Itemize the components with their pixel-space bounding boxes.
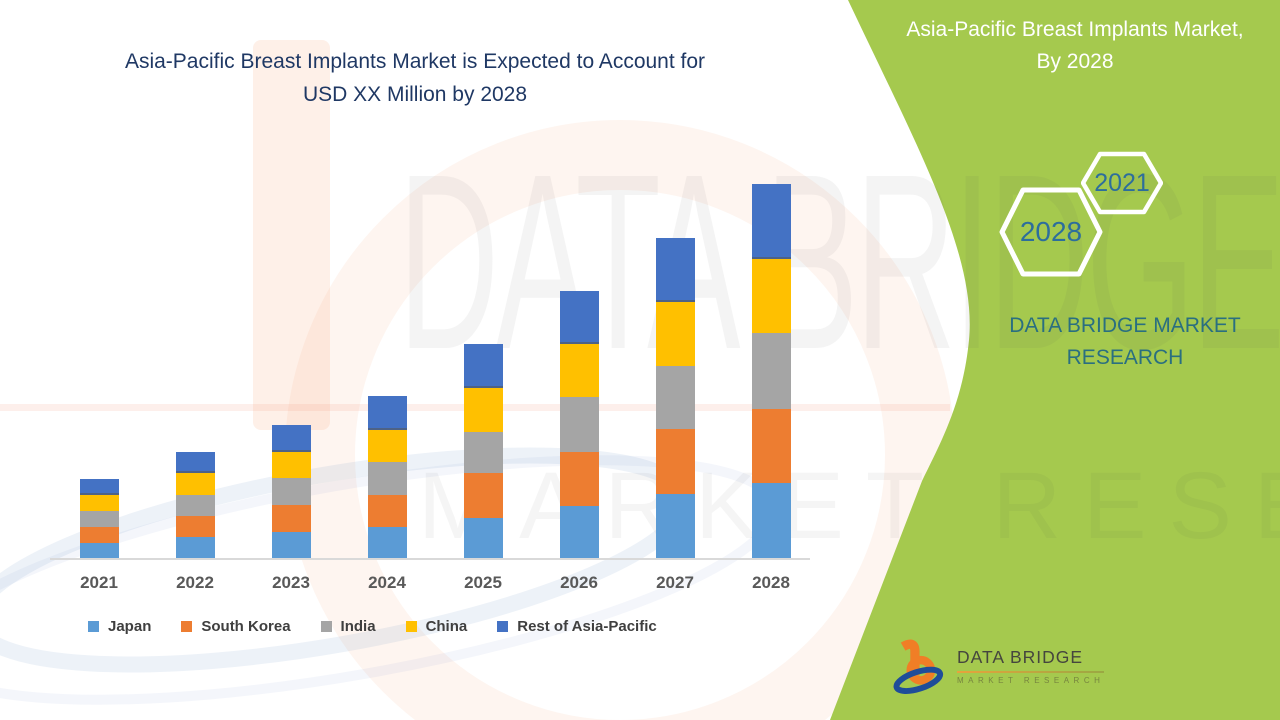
x-axis-label-2026: 2026 (560, 573, 598, 592)
legend-label: China (425, 618, 468, 635)
bar-segment-2027-china (655, 302, 695, 366)
x-axis-label-2021: 2021 (80, 573, 118, 592)
bar-segment-2028-india (751, 333, 791, 409)
x-axis-label-2025: 2025 (464, 573, 502, 592)
bar-segment-2025-india (463, 432, 503, 473)
legend-swatch (405, 621, 417, 632)
bar-2026 (559, 291, 599, 559)
databridge-logo: DATA BRIDGE MARKET RESEARCH (893, 636, 1105, 696)
bar-segment-2025-south-korea (463, 473, 503, 518)
legend-label: Japan (108, 618, 152, 635)
legend-swatch (181, 621, 193, 632)
bar-segment-2021-japan (79, 543, 119, 559)
databridge-logo-mark (893, 639, 944, 694)
bar-segment-2022-south-korea (175, 516, 215, 537)
legend-swatch (497, 621, 509, 632)
bar-segment-2025-china (463, 388, 503, 432)
logo-line1: DATA BRIDGE (957, 647, 1084, 667)
bar-2028 (751, 184, 791, 559)
x-axis-label-2024: 2024 (368, 573, 406, 592)
bar-segment-2023-rest-of-asia-pacific (271, 425, 311, 452)
x-axis-label-2027: 2027 (656, 573, 694, 592)
hexagon-2028: 2028 (999, 186, 1103, 278)
bar-segment-2026-india (559, 397, 599, 452)
bar-2027 (655, 238, 695, 559)
bar-segment-2026-south-korea (559, 452, 599, 506)
bar-segment-2022-rest-of-asia-pacific (175, 452, 215, 473)
bar-segment-2025-rest-of-asia-pacific (463, 344, 503, 388)
legend-item-japan: Japan (88, 618, 151, 635)
x-axis-line (50, 558, 810, 560)
bar-segment-2026-china (559, 344, 599, 397)
bar-segment-2022-china (175, 473, 215, 495)
bar-2025 (463, 344, 503, 559)
legend-swatch (320, 621, 332, 632)
bar-segment-2023-south-korea (271, 505, 311, 532)
logo-rule (957, 671, 1105, 673)
bar-segment-2023-japan (271, 532, 311, 559)
bar-2023 (271, 425, 311, 559)
bar-segment-2021-india (79, 511, 119, 527)
bar-2022 (175, 452, 215, 559)
legend-item-rest-of-asia-pacific: Rest of Asia-Pacific (497, 618, 657, 635)
legend-label: Rest of Asia-Pacific (517, 618, 657, 635)
chart-legend: Japan South Korea India China Rest of Asia-P… (88, 618, 657, 635)
legend-swatch (88, 621, 99, 632)
bar-segment-2027-japan (655, 494, 695, 559)
bar-segment-2022-india (175, 495, 215, 516)
bar-segment-2023-china (271, 452, 311, 478)
bar-segment-2024-china (367, 430, 407, 462)
bar-segment-2028-rest-of-asia-pacific (751, 184, 791, 259)
bar-segment-2025-japan (463, 518, 503, 559)
bar-segment-2024-rest-of-asia-pacific (367, 396, 407, 430)
bar-segment-2028-china (751, 259, 791, 333)
bar-segment-2021-rest-of-asia-pacific (79, 479, 119, 495)
logo-line2: MARKET RESEARCH (957, 676, 1105, 685)
panel-title: Asia-Pacific Breast Implants Market, By … (906, 18, 1244, 73)
org-name: DATA BRIDGE MARKET RESEARCH (1009, 314, 1241, 369)
bar-segment-2024-japan (367, 527, 407, 559)
legend-item-india: India (320, 618, 376, 635)
bar-segment-2028-japan (751, 483, 791, 559)
x-axis-label-2022: 2022 (176, 573, 214, 592)
chart-title: Asia-Pacific Breast Implants Market is E… (124, 50, 706, 106)
legend-item-china: China (405, 618, 468, 635)
bar-segment-2028-south-korea (751, 409, 791, 483)
bar-segment-2022-japan (175, 537, 215, 559)
legend-item-south-korea: South Korea (181, 618, 291, 635)
bar-segment-2024-south-korea (367, 495, 407, 527)
bar-segment-2021-china (79, 495, 119, 511)
bar-2024 (367, 396, 407, 559)
bar-segment-2027-india (655, 366, 695, 429)
x-axis-label-2023: 2023 (272, 573, 310, 592)
legend-label: South Korea (201, 618, 291, 635)
bar-segment-2024-india (367, 462, 407, 495)
bar-segment-2023-india (271, 478, 311, 505)
legend-label: India (340, 618, 376, 635)
bar-segment-2026-rest-of-asia-pacific (559, 291, 599, 344)
bar-segment-2027-south-korea (655, 429, 695, 494)
bar-2021 (79, 479, 119, 559)
bar-segment-2021-south-korea (79, 527, 119, 543)
x-axis-label-2028: 2028 (752, 573, 790, 592)
hexagon-2028-label: 2028 (1019, 216, 1083, 247)
bar-segment-2026-japan (559, 506, 599, 559)
bar-segment-2027-rest-of-asia-pacific (655, 238, 695, 302)
